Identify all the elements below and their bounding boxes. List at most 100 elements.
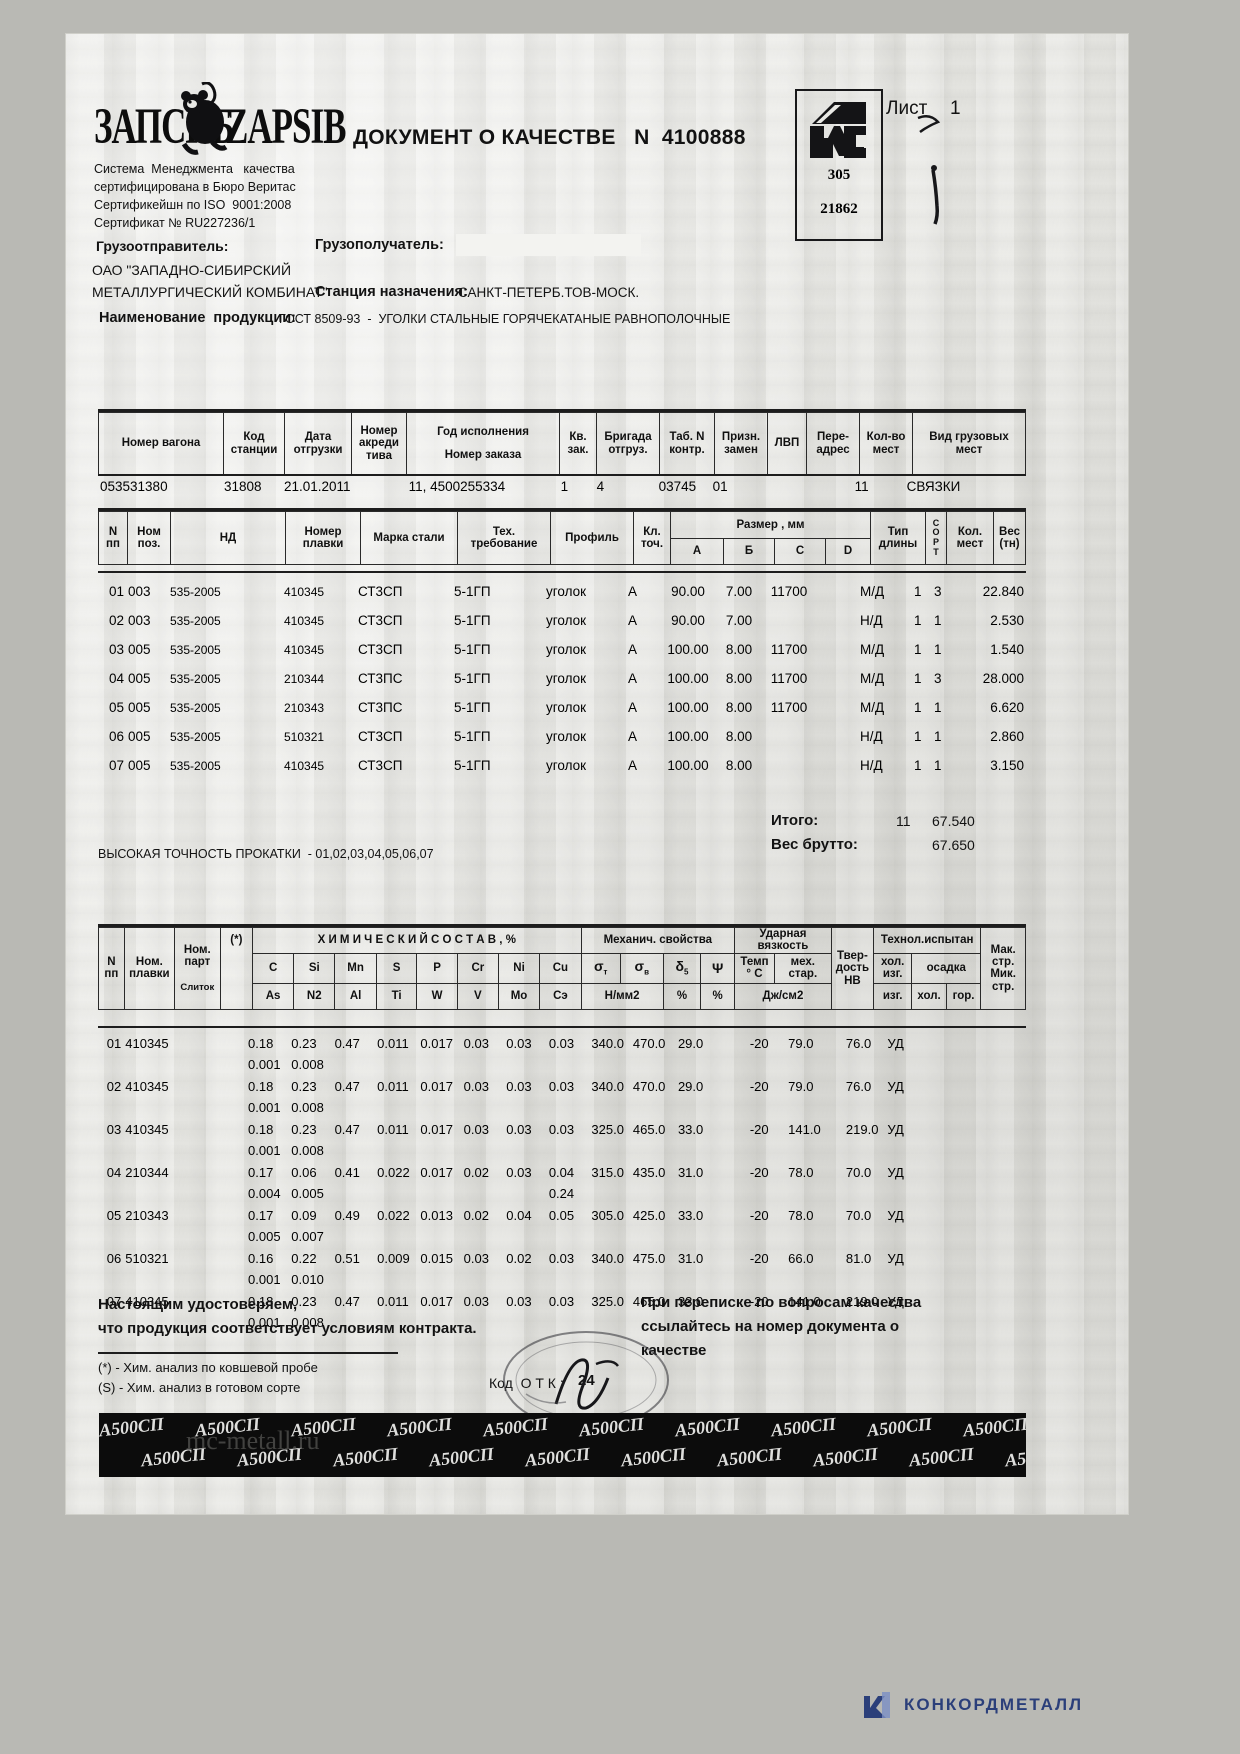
- chem-row-mn-sub: [333, 1140, 376, 1161]
- col-station-bottom: станции: [230, 443, 278, 456]
- footer-rule: [98, 1352, 398, 1354]
- row-grade: СТ3СП: [358, 642, 403, 657]
- chem-row-cr: 0.03: [463, 1121, 489, 1137]
- chem-row-sigma-v-sub: [631, 1097, 676, 1118]
- product-table-row: 05 005 535-2005 210343 СТ3ПС 5-1ГП уголок A 100.…: [98, 693, 1026, 722]
- chem-row-upset-hot-sub: [953, 1226, 984, 1247]
- chem-row-bend-sub: [885, 1097, 921, 1118]
- row-acc: A: [628, 642, 638, 657]
- watermark-site: mc-metall.ru: [186, 1426, 320, 1455]
- chem-row-upset-hot-sub: [953, 1140, 984, 1161]
- chem-row-c: 0.18: [248, 1035, 274, 1051]
- cell-places: 11: [854, 479, 869, 494]
- row-profile: уголок: [546, 700, 587, 715]
- consignee-label: Грузополучатель:: [315, 237, 444, 253]
- chem-row-c: 0.17: [248, 1207, 274, 1223]
- chem-row-si-sub: 0.010: [291, 1272, 324, 1287]
- chem-row-c: 0.18: [248, 1121, 274, 1137]
- chem-row-upset-hot-sub: [953, 1054, 984, 1075]
- chem-row-mn: 0.47: [334, 1078, 360, 1094]
- row-tech: 5-1ГП: [454, 758, 491, 773]
- chem-table-subrow: 0.001 0.008: [98, 1140, 1026, 1161]
- chem-row-s-sub: [375, 1269, 418, 1290]
- chem-row-delta: 29.0: [677, 1078, 704, 1094]
- row-places: 1: [934, 729, 942, 744]
- chem-row-psi-sub: [715, 1097, 748, 1118]
- chem-table-row: 03 410345 0.18 0.23 0.47 0.011 0.017 0.03 0.03 0.…: [98, 1118, 1026, 1140]
- chem-row-heat-sub: [123, 1097, 173, 1118]
- chem-row-temp-sub: [748, 1097, 786, 1118]
- chem-row-part: [173, 1118, 215, 1140]
- chem-row-part: [173, 1204, 215, 1226]
- chem-row-mech-star: 79.0: [788, 1078, 814, 1094]
- precision-note: ВЫСОКАЯ ТОЧНОСТЬ ПРОКАТКИ - 01,02,03,04,…: [98, 847, 434, 861]
- watermark-text: A500CП: [866, 1413, 933, 1441]
- chem-n2: N2: [306, 990, 322, 1003]
- col-places-top2: Кол.: [957, 525, 983, 538]
- col-year-top: Год исполнения: [437, 426, 529, 439]
- row-nd: 535-2005: [170, 758, 221, 773]
- col-wagon: Номер вагона: [121, 437, 201, 450]
- row-nd: 535-2005: [170, 671, 221, 686]
- chem-row-part-sub: [173, 1140, 215, 1161]
- chem-row-delta-sub: [676, 1183, 715, 1204]
- col-sort-1: С: [932, 517, 940, 528]
- chem-row-c: 0.17: [248, 1164, 274, 1180]
- chem-row-mn: 0.47: [334, 1293, 360, 1309]
- chem-row-n: 04: [106, 1164, 122, 1180]
- row-size-a: 90.00: [671, 584, 705, 599]
- chem-row-delta: 29.0: [677, 1035, 704, 1051]
- row-poz: 005: [128, 642, 151, 657]
- row-size-a: 100.00: [667, 671, 709, 686]
- row-acc: A: [628, 671, 638, 686]
- row-heat: 510321: [284, 729, 325, 744]
- chem-row-sigma-t-sub: [589, 1140, 630, 1161]
- station-label: Станция назначения:: [315, 284, 468, 300]
- chem-row-n-sub: [98, 1097, 123, 1118]
- row-length: М/Д: [860, 700, 885, 715]
- chem-table-subrow: 0.004 0.005 0.24: [98, 1183, 1026, 1204]
- chem-row-s: 0.011: [377, 1293, 409, 1309]
- row-n: 05: [108, 700, 124, 715]
- chem-row-si-sub: 0.008: [291, 1143, 324, 1158]
- shipment-data-row: 053531380 31808 21.01.2011 11, 450025533…: [98, 478, 1026, 495]
- chem-row-si: 0.06: [291, 1164, 317, 1180]
- chem-row-star-sub: [215, 1183, 246, 1204]
- chem-row-sigma-t: 340.0: [591, 1250, 624, 1266]
- col-readdr-bottom: адрес: [816, 443, 850, 456]
- row-weight: 22.840: [982, 584, 1024, 599]
- chem-row-delta: 31.0: [677, 1250, 704, 1266]
- row-weight: 28.000: [982, 671, 1024, 686]
- product-value: ГОСТ 8509-93 - УГОЛКИ СТАЛЬНЫЕ ГОРЯЧЕКАТ…: [279, 312, 731, 326]
- chem-row-upset-cold: [922, 1247, 953, 1269]
- chem-row-mn: 0.49: [334, 1207, 360, 1223]
- chem-row-cu: 0.03: [548, 1078, 575, 1094]
- chem-row-ni: 0.04: [506, 1207, 532, 1223]
- row-acc: A: [628, 613, 638, 628]
- row-grade: СТ3СП: [358, 584, 403, 599]
- chem-row-cu: 0.03: [548, 1250, 575, 1266]
- chem-row-hb: 70.0: [845, 1164, 872, 1180]
- chem-row-macro: [984, 1290, 1026, 1312]
- row-weight: 2.860: [990, 729, 1024, 744]
- chem-row-bend-sub: [885, 1140, 921, 1161]
- cell-wagon: 053531380: [100, 479, 168, 494]
- chem-row-sigma-v: 470.0: [632, 1078, 666, 1094]
- col-order-bottom: Номер заказа: [444, 448, 522, 461]
- chem-row-sigma-t: 325.0: [591, 1293, 624, 1309]
- col-tech-bottom: требование: [470, 538, 538, 550]
- chem-row-p: 0.017: [420, 1121, 453, 1137]
- chem-row-macro-sub: [984, 1097, 1026, 1118]
- chem-row-temp: -20: [749, 1078, 769, 1094]
- chem-row-psi: [715, 1247, 748, 1269]
- chem-row-temp: -20: [749, 1250, 769, 1266]
- mech-sigma-t: σ: [593, 958, 604, 975]
- total-weight: 67.540: [932, 813, 975, 829]
- row-weight: 2.530: [990, 613, 1024, 628]
- chem-row-si: 0.23: [291, 1035, 317, 1051]
- footnote-2: (S) - Хим. анализ в готовом сорте: [98, 1380, 301, 1395]
- chem-row-star-sub: [215, 1054, 246, 1075]
- chem-row-upset-cold-sub: [922, 1097, 953, 1118]
- impact-unit: Дж/см2: [762, 990, 804, 1003]
- chem-row-cr: 0.03: [463, 1035, 489, 1051]
